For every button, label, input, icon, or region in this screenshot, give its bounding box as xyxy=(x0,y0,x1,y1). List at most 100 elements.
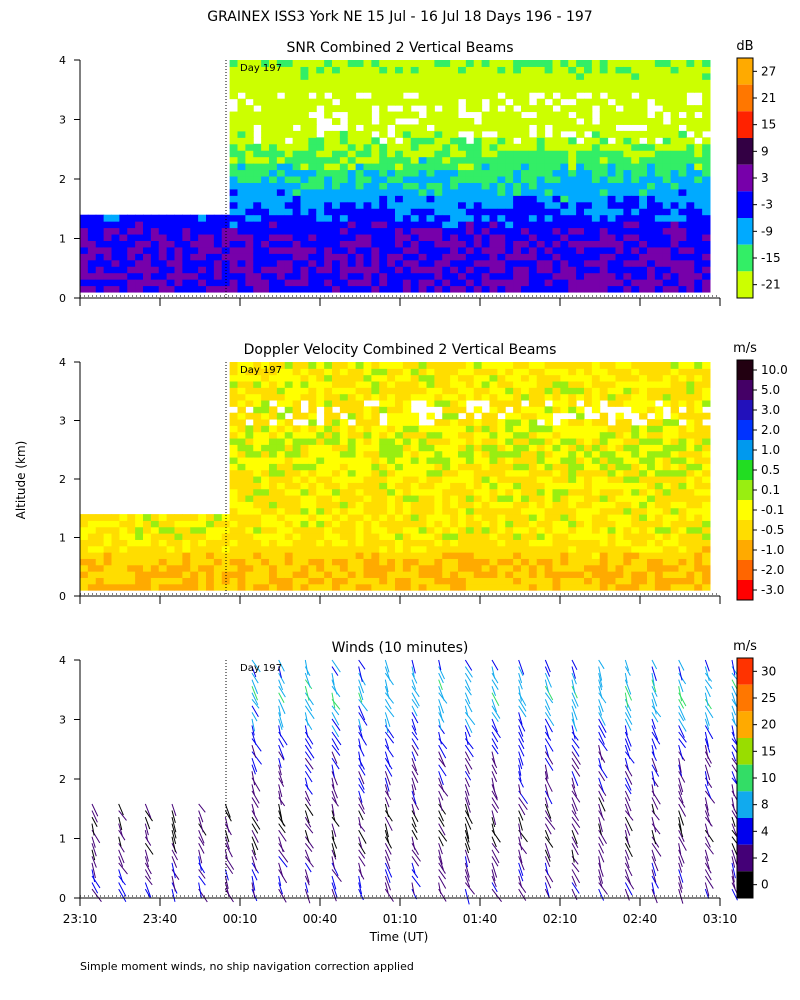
heatmap-cell xyxy=(237,526,246,534)
heatmap-cell xyxy=(245,482,254,490)
heatmap-cell xyxy=(339,577,349,585)
heatmap-cell xyxy=(473,501,483,509)
heatmap-cell xyxy=(662,150,672,158)
heatmap-cell xyxy=(702,105,711,113)
heatmap-cell xyxy=(426,469,435,477)
heatmap-cell xyxy=(190,583,199,591)
heatmap-cell xyxy=(229,431,238,439)
heatmap-cell xyxy=(434,266,443,274)
heatmap-cell xyxy=(308,188,317,196)
heatmap-cell xyxy=(670,425,679,433)
heatmap-cell xyxy=(339,571,349,578)
heatmap-cell xyxy=(308,105,317,113)
heatmap-cell xyxy=(686,111,695,119)
heatmap-cell xyxy=(678,362,687,369)
heatmap-cell xyxy=(269,111,278,119)
heatmap-cell xyxy=(402,266,412,274)
heatmap-cell xyxy=(607,469,616,477)
colorbar-frame xyxy=(736,57,754,299)
heatmap-cell xyxy=(615,150,624,158)
heatmap-cell xyxy=(355,362,364,369)
heatmap-cell xyxy=(631,221,640,229)
heatmap-cell xyxy=(402,450,412,458)
heatmap-cell xyxy=(206,564,215,572)
heatmap-cell xyxy=(237,482,246,490)
heatmap-cell xyxy=(702,393,711,401)
heatmap-cell xyxy=(253,221,262,229)
heatmap-cell xyxy=(253,514,262,521)
heatmap-cell xyxy=(489,564,498,572)
heatmap-cell xyxy=(450,240,459,248)
heatmap-cell xyxy=(607,221,616,229)
heatmap-cell xyxy=(308,406,317,414)
heatmap-cell xyxy=(143,514,152,521)
colorbar-tick-label: 1.0 xyxy=(761,443,780,457)
heatmap-cell xyxy=(261,476,270,483)
heatmap-cell xyxy=(221,253,231,261)
heatmap-cell xyxy=(237,66,246,74)
heatmap-cell xyxy=(339,387,349,395)
heatmap-cell xyxy=(284,246,294,254)
heatmap-cell xyxy=(324,412,333,420)
heatmap-cell xyxy=(647,425,656,433)
heatmap-cell xyxy=(686,221,695,229)
heatmap-cell xyxy=(371,526,380,534)
heatmap-cell xyxy=(87,558,97,566)
heatmap-cell xyxy=(465,240,475,248)
heatmap-cell xyxy=(662,124,672,132)
heatmap-cell xyxy=(418,272,427,280)
heatmap-cell xyxy=(426,72,435,80)
heatmap-cell xyxy=(80,227,89,235)
heatmap-cell xyxy=(284,227,294,235)
heatmap-cell xyxy=(292,98,301,106)
heatmap-cell xyxy=(465,393,475,401)
wind-barb xyxy=(278,738,284,748)
heatmap-cell xyxy=(111,539,120,547)
heatmap-cell xyxy=(245,118,254,125)
heatmap-cell xyxy=(387,246,396,254)
heatmap-cell xyxy=(560,425,569,433)
heatmap-cell xyxy=(694,387,703,395)
heatmap-cell xyxy=(662,520,672,528)
heatmap-cell xyxy=(521,476,530,483)
heatmap-cell xyxy=(269,208,278,216)
heatmap-cell xyxy=(536,246,546,254)
heatmap-cell xyxy=(489,92,498,100)
heatmap-cell xyxy=(521,143,530,151)
heatmap-cell xyxy=(584,564,593,572)
heatmap-cell xyxy=(158,234,168,241)
heatmap-cell xyxy=(276,60,286,67)
heatmap-cell xyxy=(363,259,372,267)
heatmap-cell xyxy=(292,533,301,540)
heatmap-cell xyxy=(434,381,443,388)
heatmap-cell xyxy=(237,227,246,235)
heatmap-cell xyxy=(371,137,380,145)
heatmap-cell xyxy=(458,374,467,382)
heatmap-cell xyxy=(560,156,569,164)
heatmap-cell xyxy=(316,79,325,87)
heatmap-cell xyxy=(654,169,664,177)
heatmap-cell xyxy=(347,279,357,287)
wind-barb xyxy=(331,875,337,890)
heatmap-cell xyxy=(591,520,601,528)
heatmap-cell xyxy=(387,520,396,528)
heatmap-cell xyxy=(591,362,601,369)
heatmap-cell xyxy=(544,564,553,572)
heatmap-cell xyxy=(568,234,577,241)
heatmap-cell xyxy=(591,374,601,382)
heatmap-cell xyxy=(536,266,546,274)
heatmap-cell xyxy=(158,221,168,229)
heatmap-cell xyxy=(615,545,624,553)
heatmap-cell xyxy=(458,381,467,388)
heatmap-cell xyxy=(355,234,364,241)
heatmap-cell xyxy=(387,583,396,591)
heatmap-cell xyxy=(528,169,538,177)
heatmap-cell xyxy=(489,545,498,553)
heatmap-cell xyxy=(418,374,427,382)
heatmap-cell xyxy=(584,156,593,164)
heatmap-cell xyxy=(662,564,672,572)
heatmap-cell xyxy=(623,526,632,534)
heatmap-cell xyxy=(237,72,246,80)
wind-barb xyxy=(304,731,314,745)
heatmap-cell xyxy=(528,387,538,395)
